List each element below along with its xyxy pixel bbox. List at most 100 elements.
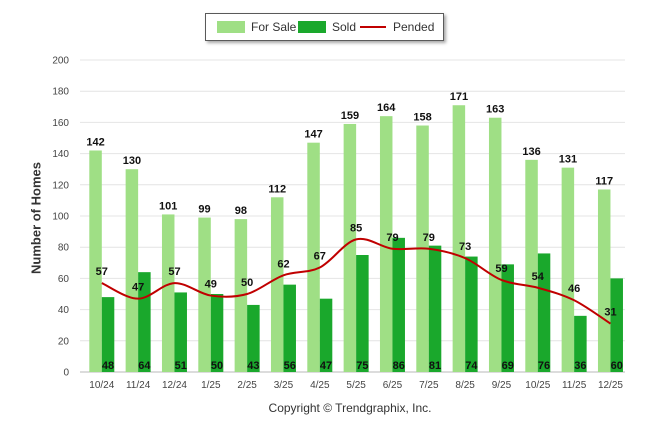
- bar-for-sale: [89, 150, 102, 372]
- y-tick-label: 140: [52, 149, 69, 160]
- x-tick-label: 9/25: [492, 380, 512, 391]
- bar-sold: [138, 272, 151, 372]
- x-axis-ticks: 10/24 11/24 12/24 1/25 2/25 3/25 4/25 5/25 6/25 7…: [89, 380, 623, 391]
- sold-value-label: 50: [211, 360, 223, 372]
- y-tick-label: 100: [52, 212, 69, 223]
- y-tick-label: 80: [58, 243, 70, 254]
- for-sale-swatch: [217, 21, 245, 33]
- pended-value-label: 49: [205, 279, 217, 291]
- pended-series-line: [101, 237, 612, 325]
- for-sale-value-label: 158: [413, 112, 431, 124]
- x-tick-label: 1/25: [201, 380, 221, 391]
- bar-for-sale: [379, 116, 393, 372]
- x-tick-label: 12/24: [162, 380, 187, 391]
- pended-value-label: 62: [277, 258, 289, 270]
- sold-value-label: 81: [429, 360, 441, 372]
- sold-value-label: 43: [247, 360, 259, 372]
- bar-sold: [610, 278, 623, 372]
- for-sale-value-label: 98: [235, 205, 247, 217]
- x-tick-label: 10/24: [89, 380, 114, 391]
- legend-label-pended: Pended: [393, 20, 435, 34]
- pended-value-label: 57: [168, 266, 180, 278]
- bar-for-sale: [488, 117, 502, 372]
- legend-item-pended[interactable]: Pended: [360, 14, 434, 40]
- for-sale-value-label: 130: [123, 155, 141, 167]
- legend-label-sold: Sold: [332, 20, 357, 34]
- bar-sold: [537, 253, 551, 372]
- legend-label-for-sale: For Sale: [251, 20, 297, 34]
- pended-value-label: 47: [132, 282, 144, 294]
- sold-value-label: 60: [611, 360, 623, 372]
- pended-swatch: [360, 26, 386, 28]
- pended-value-label: 54: [532, 271, 545, 283]
- bar-for-sale: [125, 169, 139, 372]
- pended-value-label: 57: [96, 266, 108, 278]
- x-tick-label: 7/25: [419, 380, 439, 391]
- pended-value-label: 73: [459, 241, 471, 253]
- bar-sold: [319, 298, 333, 372]
- for-sale-value-label: 99: [198, 204, 210, 216]
- for-sale-value-label: 147: [304, 129, 322, 141]
- y-tick-label: 0: [63, 368, 69, 379]
- for-sale-value-label: 171: [450, 91, 468, 103]
- bar-sold: [247, 304, 260, 372]
- legend-item-for-sale[interactable]: For Sale: [217, 14, 296, 40]
- pended-value-label: 50: [241, 277, 253, 289]
- pended-value-label: 85: [350, 222, 362, 234]
- bar-for-sale: [343, 123, 357, 373]
- copyright: Copyright © Trendgraphix, Inc.: [268, 401, 432, 415]
- pended-value-label: 67: [314, 250, 326, 262]
- bar-sold: [356, 255, 369, 372]
- sold-value-label: 69: [502, 360, 514, 372]
- sold-value-label: 64: [138, 360, 151, 372]
- legend: For Sale Sold Pended: [205, 13, 444, 41]
- sold-value-label: 76: [538, 360, 550, 372]
- y-tick-label: 20: [58, 336, 70, 347]
- y-axis-ticks: 0 20 40 60 80 100 120 140 160 180 200: [52, 56, 69, 379]
- sold-value-label: 56: [284, 360, 296, 372]
- x-tick-label: 2/25: [237, 380, 257, 391]
- pended-value-label: 46: [568, 283, 580, 295]
- bar-for-sale: [161, 214, 175, 372]
- bar-sold: [574, 315, 587, 372]
- sold-value-label: 47: [320, 360, 332, 372]
- for-sale-value-label: 164: [377, 102, 396, 114]
- for-sale-value-label: 117: [595, 175, 613, 187]
- bar-sold: [465, 256, 478, 372]
- for-sale-value-label: 142: [86, 136, 104, 148]
- legend-item-sold[interactable]: Sold: [298, 14, 356, 40]
- for-sale-value-label: 163: [486, 104, 504, 116]
- y-tick-label: 120: [52, 180, 69, 191]
- bar-for-sale: [597, 189, 611, 372]
- bar-sold: [174, 292, 187, 372]
- bar-sold: [101, 297, 115, 372]
- y-tick-label: 60: [58, 274, 70, 285]
- for-sale-value-label: 131: [559, 154, 577, 166]
- x-tick-label: 12/25: [598, 380, 623, 391]
- bar-sold: [428, 245, 442, 372]
- bar-sold: [501, 264, 514, 372]
- y-tick-label: 200: [52, 56, 69, 67]
- y-tick-label: 180: [52, 87, 69, 98]
- pended-value-label: 79: [423, 232, 435, 244]
- sold-value-label: 51: [175, 360, 187, 372]
- bar-for-sale: [452, 105, 466, 373]
- pended-value-label: 79: [386, 232, 398, 244]
- y-tick-label: 160: [52, 118, 69, 129]
- bar-sold: [283, 284, 296, 372]
- sold-swatch: [298, 21, 326, 33]
- y-axis-label: Number of Homes: [28, 162, 44, 274]
- sold-value-label: 48: [102, 360, 114, 372]
- x-tick-label: 8/25: [455, 380, 475, 391]
- x-tick-label: 3/25: [274, 380, 294, 391]
- bar-sold: [392, 237, 405, 372]
- pended-value-label: 59: [495, 263, 507, 275]
- x-tick-label: 10/25: [525, 380, 550, 391]
- pended-value-label: 31: [604, 307, 616, 319]
- bar-sold: [210, 294, 224, 372]
- bar-for-sale: [307, 142, 320, 372]
- for-sale-value-label: 136: [522, 146, 540, 158]
- bar-for-sale: [525, 159, 538, 372]
- for-sale-value-label: 112: [268, 183, 286, 195]
